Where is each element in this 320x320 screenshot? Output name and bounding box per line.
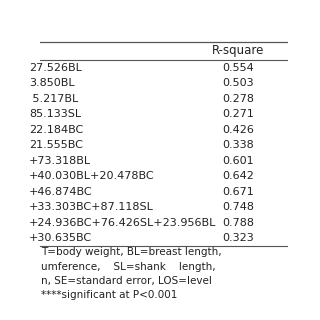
Text: T=body weight, BL=breast length,: T=body weight, BL=breast length, — [41, 247, 222, 257]
Text: +33.303BC+87.118SL: +33.303BC+87.118SL — [29, 202, 154, 212]
Text: 0.338: 0.338 — [222, 140, 254, 150]
Text: 27.526BL: 27.526BL — [29, 63, 82, 73]
Text: 0.748: 0.748 — [222, 202, 254, 212]
Text: 85.133SL: 85.133SL — [29, 109, 81, 119]
Text: +46.874BC: +46.874BC — [29, 187, 92, 197]
Text: 0.788: 0.788 — [222, 218, 254, 228]
Text: 0.323: 0.323 — [222, 233, 254, 243]
Text: 0.426: 0.426 — [222, 125, 254, 135]
Text: 0.503: 0.503 — [222, 78, 253, 88]
Text: +24.936BC+76.426SL+23.956BL: +24.936BC+76.426SL+23.956BL — [29, 218, 216, 228]
Text: 0.271: 0.271 — [222, 109, 254, 119]
Text: 5.217BL: 5.217BL — [29, 94, 78, 104]
Text: +40.030BL+20.478BC: +40.030BL+20.478BC — [29, 171, 155, 181]
Text: 0.554: 0.554 — [222, 63, 254, 73]
Text: 22.184BC: 22.184BC — [29, 125, 83, 135]
Text: n, SE=standard error, LOS=level: n, SE=standard error, LOS=level — [41, 276, 212, 286]
Text: umference,    SL=shank    length,: umference, SL=shank length, — [41, 262, 216, 272]
Text: +30.635BC: +30.635BC — [29, 233, 92, 243]
Text: R-square: R-square — [212, 44, 264, 58]
Text: 3.850BL: 3.850BL — [29, 78, 75, 88]
Text: 21.555BC: 21.555BC — [29, 140, 83, 150]
Text: +73.318BL: +73.318BL — [29, 156, 91, 166]
Text: 0.601: 0.601 — [222, 156, 253, 166]
Text: 0.278: 0.278 — [222, 94, 254, 104]
Text: ****significant at P<0.001: ****significant at P<0.001 — [41, 290, 178, 300]
Text: 0.671: 0.671 — [222, 187, 254, 197]
Text: 0.642: 0.642 — [222, 171, 254, 181]
